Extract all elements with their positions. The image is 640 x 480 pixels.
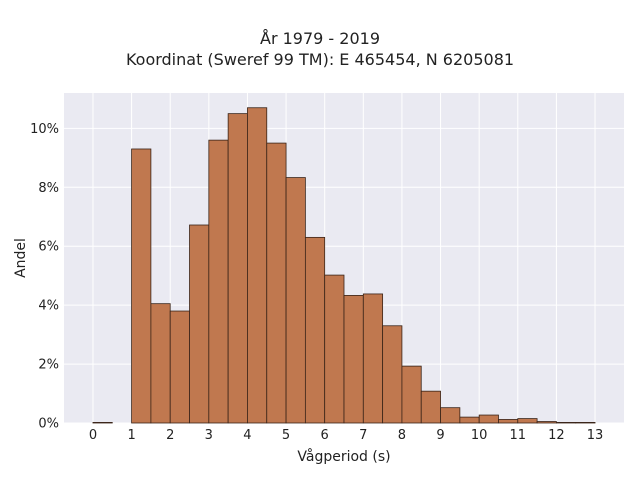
y-axis-label: Andel: [13, 238, 29, 278]
y-tick-label: 2%: [38, 358, 59, 373]
histogram-bar: [420, 390, 441, 424]
x-tick-label: 3: [205, 428, 213, 443]
histogram-bar: [440, 407, 461, 424]
x-axis-label: Vågperiod (s): [297, 448, 390, 465]
histogram-bar: [92, 422, 113, 424]
chart-title: År 1979 - 2019: [260, 29, 380, 48]
y-axis-ticks: 0% 2% 4% 6% 8% 10%: [30, 122, 59, 432]
histogram-bar: [169, 310, 190, 424]
x-tick-label: 10: [471, 428, 488, 443]
chart-subtitle: Koordinat (Sweref 99 TM): E 465454, N 62…: [125, 50, 515, 69]
histogram-bar: [189, 224, 210, 424]
y-tick-label: 6%: [38, 240, 59, 255]
x-tick-label: 5: [282, 428, 290, 443]
histogram-bar: [266, 142, 287, 424]
histogram-bar: [324, 274, 345, 424]
histogram-bar: [401, 365, 422, 424]
histogram-bar: [362, 293, 384, 424]
x-tick-label: 9: [436, 428, 444, 443]
histogram-bar: [459, 416, 480, 424]
histogram-bar: [304, 236, 326, 424]
x-tick-label: 12: [548, 428, 565, 443]
histogram-bar: [556, 422, 577, 424]
x-tick-label: 0: [89, 428, 97, 443]
histogram-bar: [343, 295, 364, 424]
x-tick-label: 1: [127, 428, 135, 443]
y-tick-label: 4%: [38, 299, 59, 314]
histogram-bar: [227, 113, 248, 424]
x-tick-label: 4: [243, 428, 251, 443]
histogram-bar: [575, 422, 596, 424]
x-tick-label: 13: [587, 428, 604, 443]
x-tick-label: 11: [510, 428, 527, 443]
x-tick-label: 2: [166, 428, 174, 443]
histogram-bar: [150, 303, 171, 424]
y-tick-label: 8%: [38, 181, 59, 196]
histogram-bar: [498, 419, 519, 424]
histogram-bar: [208, 139, 229, 424]
y-tick-label: 10%: [30, 122, 59, 137]
histogram-bar: [247, 107, 268, 424]
x-axis-ticks: 0 1 2 3 4 5 6 7 8 9 10 11 12 13: [89, 428, 603, 443]
y-tick-label: 0%: [38, 417, 59, 432]
x-tick-label: 6: [321, 428, 329, 443]
histogram-bar: [131, 148, 152, 424]
bars: [92, 107, 596, 424]
histogram-bar: [478, 414, 499, 424]
histogram-bar: [382, 325, 403, 424]
histogram-bar: [517, 418, 538, 424]
x-tick-label: 8: [398, 428, 406, 443]
histogram-bar: [285, 177, 306, 424]
x-tick-label: 7: [359, 428, 367, 443]
histogram-bar: [536, 421, 557, 424]
